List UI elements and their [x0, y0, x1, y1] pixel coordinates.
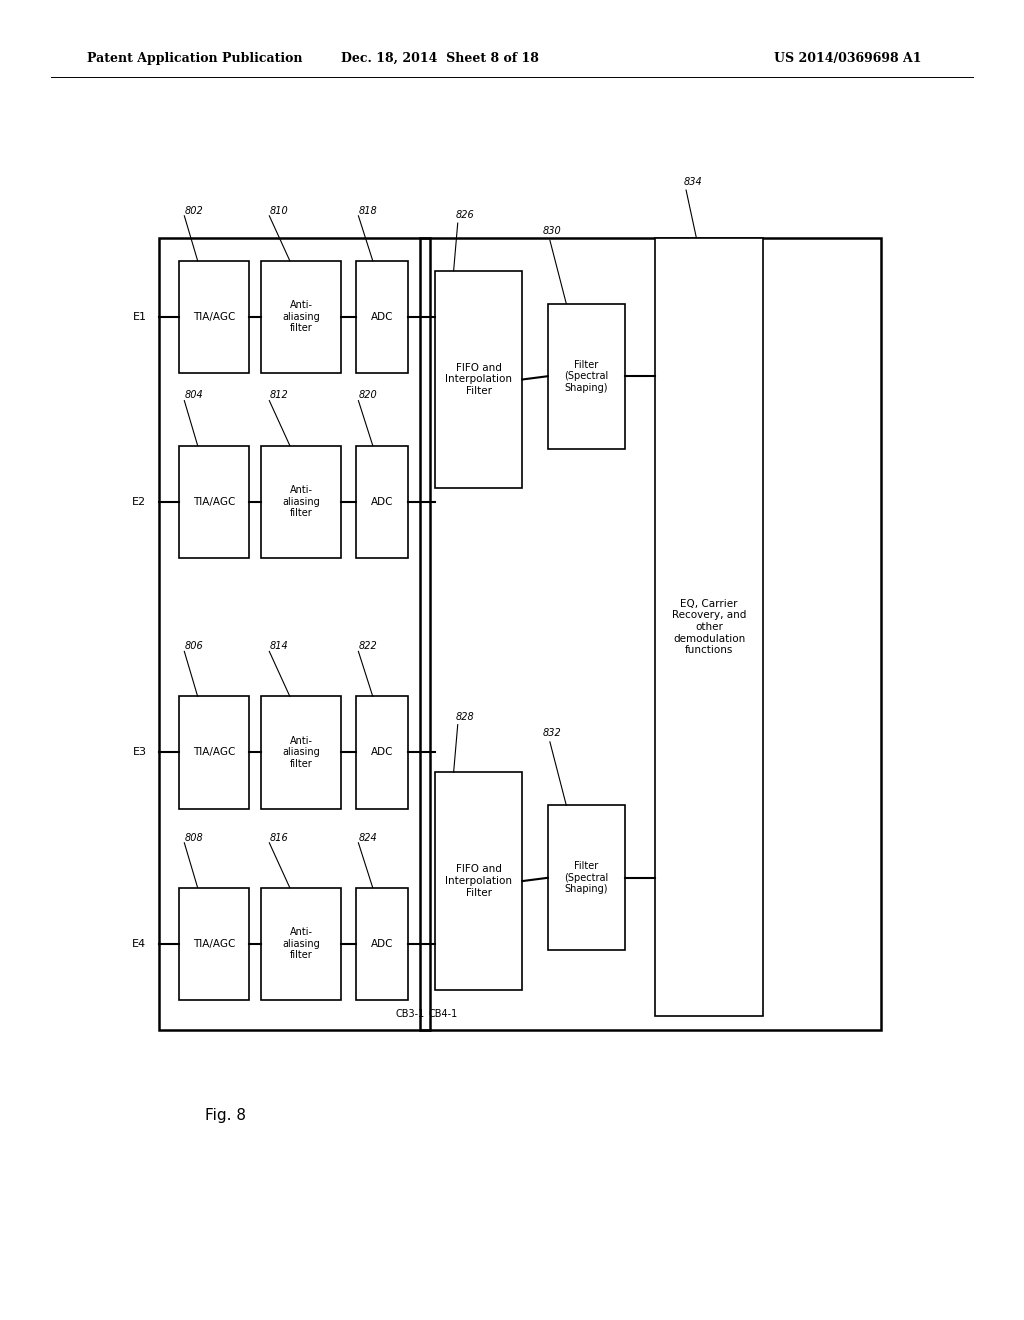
- FancyBboxPatch shape: [179, 446, 249, 557]
- FancyBboxPatch shape: [655, 238, 763, 1016]
- Text: 816: 816: [269, 833, 288, 842]
- FancyBboxPatch shape: [356, 888, 408, 1001]
- Text: TIA/AGC: TIA/AGC: [193, 496, 236, 507]
- Text: TIA/AGC: TIA/AGC: [193, 747, 236, 758]
- Text: 826: 826: [456, 210, 474, 220]
- Text: 806: 806: [184, 642, 203, 651]
- Text: ADC: ADC: [371, 747, 393, 758]
- FancyBboxPatch shape: [261, 446, 341, 557]
- Text: 814: 814: [269, 642, 288, 651]
- Text: TIA/AGC: TIA/AGC: [193, 939, 236, 949]
- FancyBboxPatch shape: [179, 261, 249, 372]
- FancyBboxPatch shape: [356, 446, 408, 557]
- FancyBboxPatch shape: [261, 697, 341, 808]
- FancyBboxPatch shape: [435, 772, 522, 990]
- Text: ADC: ADC: [371, 312, 393, 322]
- FancyBboxPatch shape: [179, 888, 249, 1001]
- Text: CB3-1: CB3-1: [395, 1008, 425, 1019]
- Text: Patent Application Publication: Patent Application Publication: [87, 51, 302, 65]
- Text: 818: 818: [358, 206, 377, 215]
- Text: 804: 804: [184, 391, 203, 400]
- FancyBboxPatch shape: [356, 697, 408, 808]
- Text: Anti-
aliasing
filter: Anti- aliasing filter: [283, 927, 319, 961]
- Text: 810: 810: [269, 206, 288, 215]
- Text: Filter
(Spectral
Shaping): Filter (Spectral Shaping): [564, 861, 608, 895]
- Text: 828: 828: [456, 711, 474, 722]
- FancyBboxPatch shape: [548, 805, 625, 950]
- Text: 822: 822: [358, 642, 377, 651]
- Text: CB4-1: CB4-1: [428, 1008, 458, 1019]
- Text: Filter
(Spectral
Shaping): Filter (Spectral Shaping): [564, 359, 608, 393]
- Text: Fig. 8: Fig. 8: [205, 1107, 246, 1123]
- Text: TIA/AGC: TIA/AGC: [193, 312, 236, 322]
- Text: E3: E3: [132, 747, 146, 758]
- FancyBboxPatch shape: [548, 304, 625, 449]
- Text: EQ, Carrier
Recovery, and
other
demodulation
functions: EQ, Carrier Recovery, and other demodula…: [672, 599, 746, 655]
- Text: Anti-
aliasing
filter: Anti- aliasing filter: [283, 300, 319, 334]
- Text: 834: 834: [684, 177, 702, 187]
- FancyBboxPatch shape: [435, 271, 522, 488]
- Text: E4: E4: [132, 939, 146, 949]
- Text: 808: 808: [184, 833, 203, 842]
- Text: 820: 820: [358, 391, 377, 400]
- FancyBboxPatch shape: [261, 888, 341, 1001]
- Text: 802: 802: [184, 206, 203, 215]
- FancyBboxPatch shape: [261, 261, 341, 372]
- Text: 832: 832: [543, 727, 561, 738]
- Text: 812: 812: [269, 391, 288, 400]
- Text: 830: 830: [543, 226, 561, 236]
- Text: FIFO and
Interpolation
Filter: FIFO and Interpolation Filter: [445, 363, 512, 396]
- Text: E1: E1: [132, 312, 146, 322]
- FancyBboxPatch shape: [179, 697, 249, 808]
- FancyBboxPatch shape: [356, 261, 408, 372]
- Text: 824: 824: [358, 833, 377, 842]
- Text: ADC: ADC: [371, 496, 393, 507]
- Text: FIFO and
Interpolation
Filter: FIFO and Interpolation Filter: [445, 865, 512, 898]
- Text: ADC: ADC: [371, 939, 393, 949]
- Text: E2: E2: [132, 496, 146, 507]
- Text: US 2014/0369698 A1: US 2014/0369698 A1: [774, 51, 922, 65]
- Text: Anti-
aliasing
filter: Anti- aliasing filter: [283, 484, 319, 519]
- Text: Dec. 18, 2014  Sheet 8 of 18: Dec. 18, 2014 Sheet 8 of 18: [341, 51, 540, 65]
- Text: Anti-
aliasing
filter: Anti- aliasing filter: [283, 735, 319, 770]
